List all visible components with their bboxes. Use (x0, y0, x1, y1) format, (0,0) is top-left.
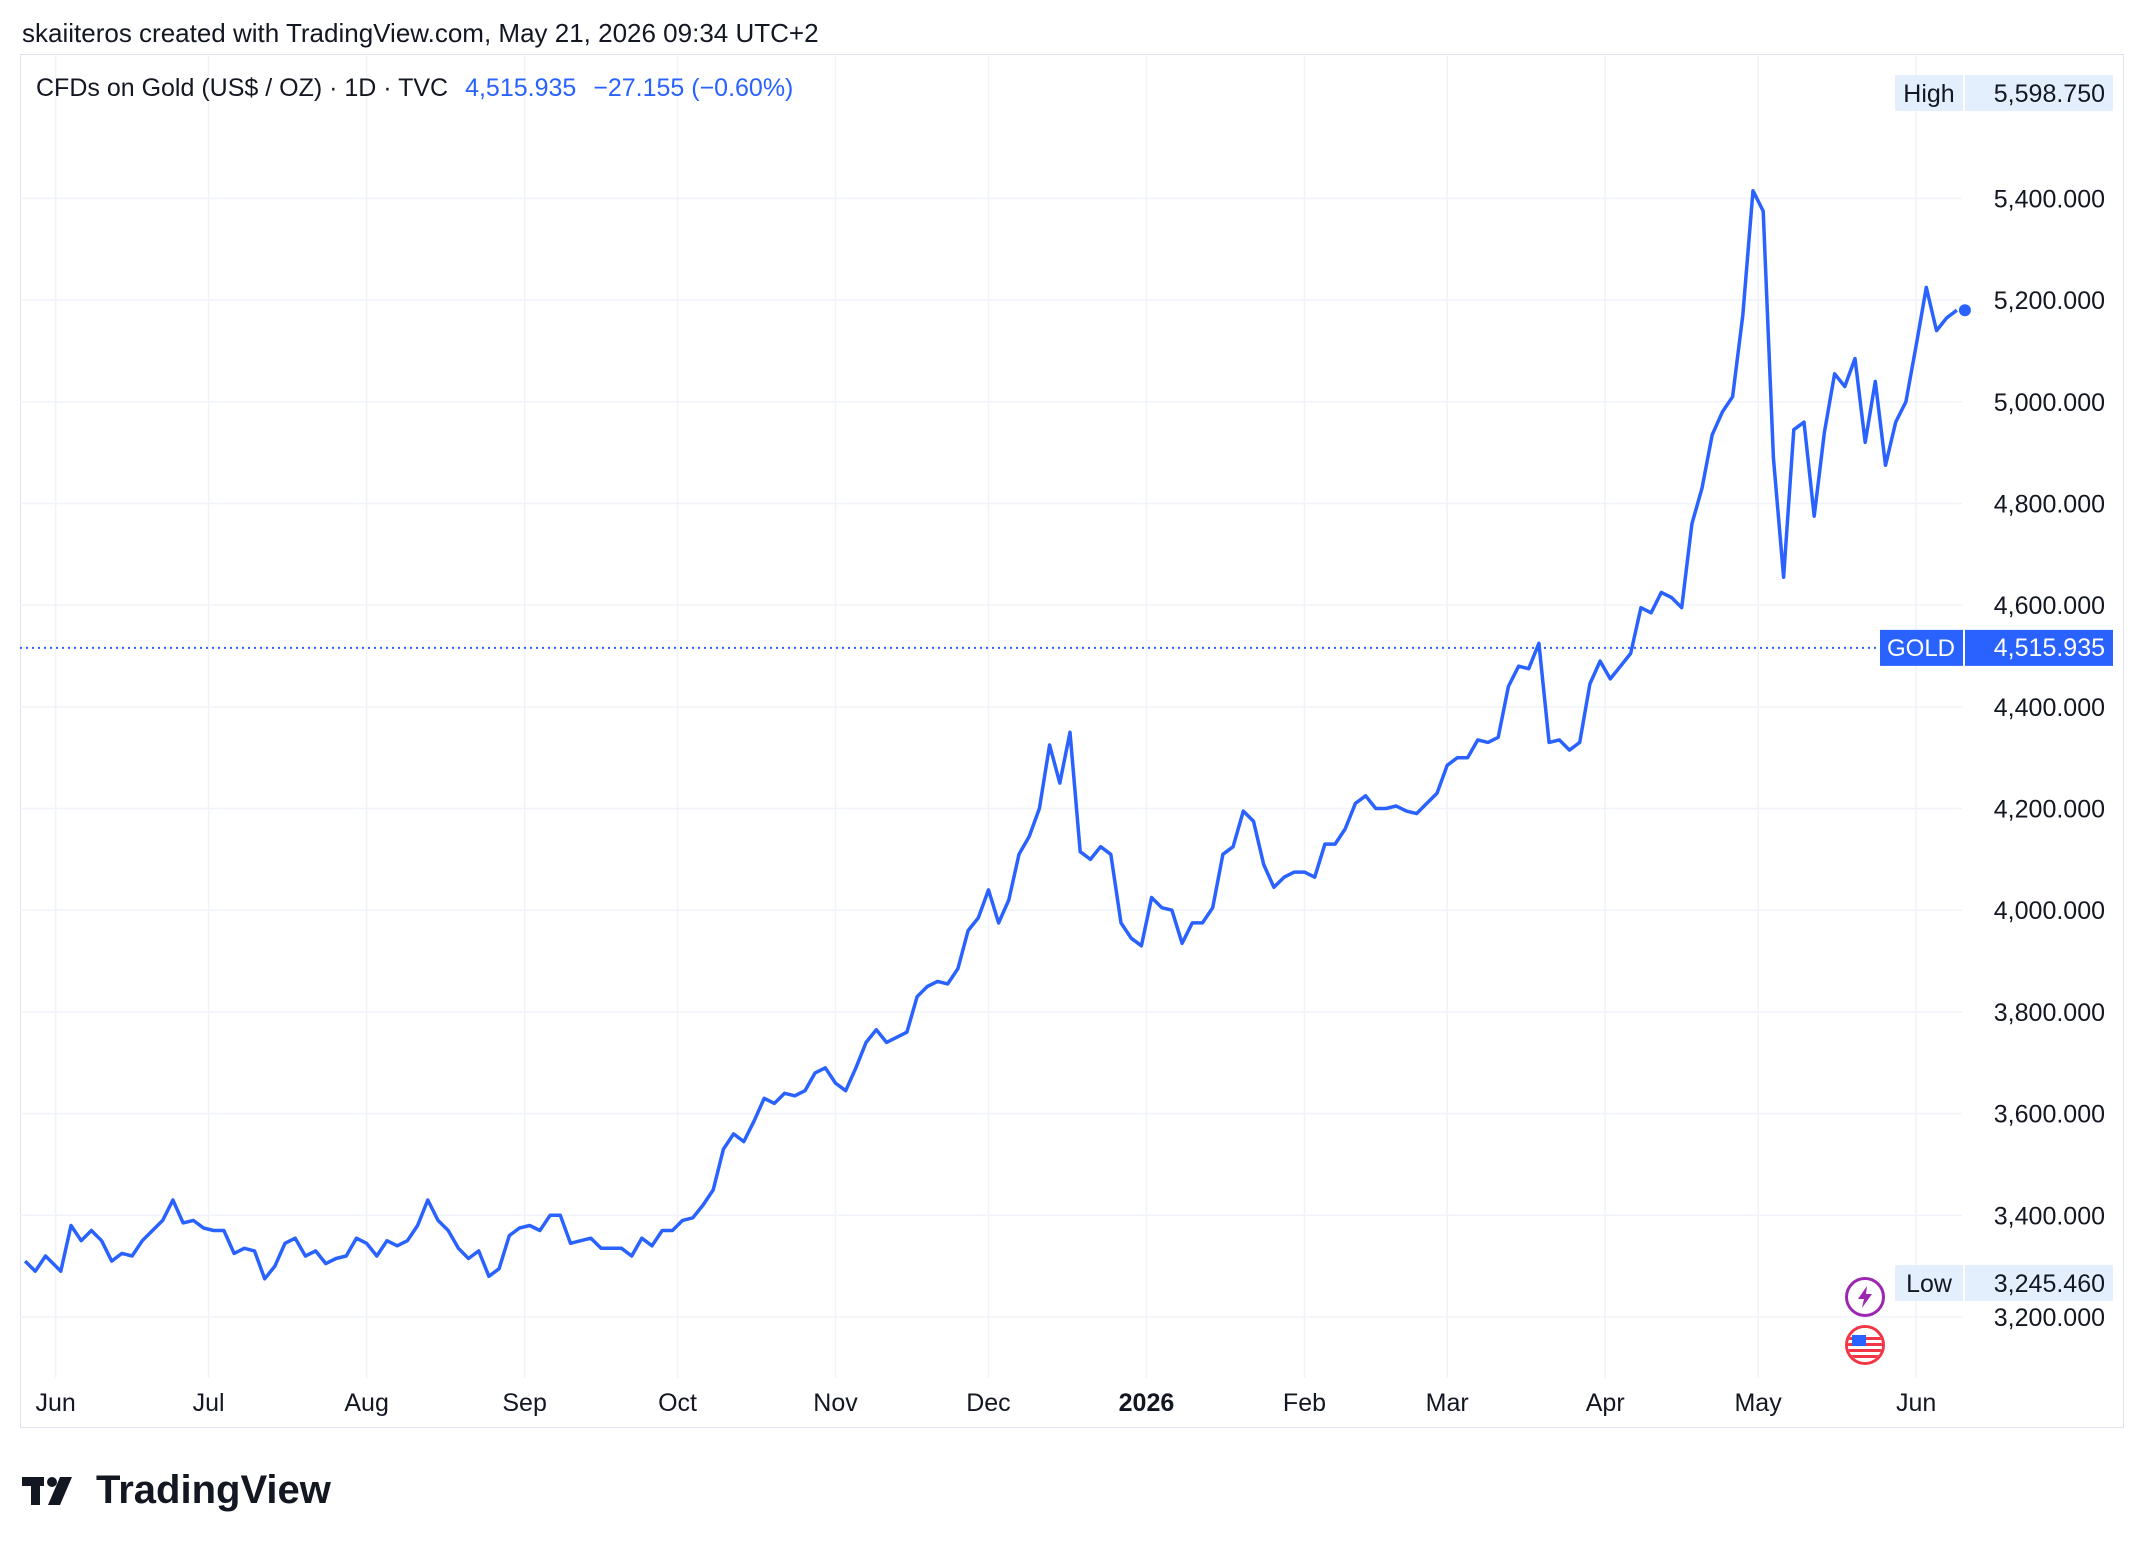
low-label: Low (1906, 1270, 1953, 1298)
y-tick-label: 3,600.000 (1994, 1101, 2105, 1129)
chart-legend: CFDs on Gold (US$ / OZ) · 1D · TVC 4,515… (36, 74, 793, 103)
x-tick-label: May (1734, 1389, 1782, 1417)
low-value: 3,245.460 (1994, 1270, 2105, 1298)
x-tick-label: Sep (502, 1389, 546, 1417)
x-tick-label: Jul (193, 1389, 225, 1417)
x-tick-label: Jun (1896, 1389, 1936, 1417)
last-price-tag: 4,515.935 (1994, 634, 2105, 662)
low-label-bg (1895, 1265, 1963, 1301)
y-tick-label: 5,200.000 (1994, 287, 2105, 315)
grid-lines (20, 56, 1962, 1378)
brand[interactable]: TradingView (22, 1468, 331, 1513)
high-label: High (1903, 80, 1954, 108)
x-tick-label: Apr (1586, 1389, 1625, 1417)
us-flag-icon[interactable] (1845, 1325, 1885, 1365)
x-tick-label: Feb (1283, 1389, 1326, 1417)
price-series (20, 188, 1971, 1281)
y-tick-label: 3,800.000 (1994, 999, 2105, 1027)
last-price-tag-bg (1965, 629, 2113, 666)
low-value-bg (1965, 1265, 2113, 1301)
x-axis: Jun Jul Aug Sep Oct Nov Dec 2026 Feb Mar Apr May Jun (36, 1389, 1937, 1417)
x-tick-label: Nov (813, 1389, 858, 1417)
y-tick-label: 4,200.000 (1994, 796, 2105, 824)
high-label-bg (1895, 75, 1963, 111)
x-tick-label: Dec (966, 1389, 1010, 1417)
x-tick-label: Mar (1426, 1389, 1469, 1417)
y-tick-label: 3,400.000 (1994, 1202, 2105, 1230)
y-tick-label: 5,000.000 (1994, 389, 2105, 417)
y-tick-label: 4,600.000 (1994, 592, 2105, 620)
y-axis: 3,200.000 3,400.000 3,600.000 3,800.000 4,00… (1994, 185, 2105, 1332)
y-tick-label: 4,400.000 (1994, 694, 2105, 722)
chart-frame[interactable] (20, 54, 2124, 1428)
symbol-tag-bg (1880, 629, 1963, 666)
x-tick-label: 2026 (1119, 1389, 1175, 1417)
symbol-tag: GOLD (1887, 635, 1955, 662)
y-tick-label: 3,200.000 (1994, 1304, 2105, 1332)
legend-symbol: CFDs on Gold (US$ / OZ) · 1D · TVC (36, 74, 449, 102)
price-line (23, 188, 1958, 1281)
price-labels: GOLD 4,515.935 High 5,598.750 Low 3,245.460 (1880, 75, 2113, 1301)
x-tick-label: Aug (344, 1389, 388, 1417)
legend-price: 4,515.935 (465, 74, 577, 102)
y-tick-label: 4,800.000 (1994, 490, 2105, 518)
y-tick-label: 4,000.000 (1994, 897, 2105, 925)
x-tick-label: Oct (658, 1389, 697, 1417)
tradingview-logo-icon (22, 1476, 72, 1505)
last-point-dot (1958, 304, 1971, 317)
legend-change: −27.155 (−0.60%) (593, 74, 794, 102)
flash-icon[interactable] (1845, 1277, 1885, 1317)
high-value-bg (1965, 75, 2113, 111)
x-tick-label: Jun (36, 1389, 76, 1417)
high-value: 5,598.750 (1994, 80, 2105, 108)
chart-caption: skaiiteros created with TradingView.com,… (22, 18, 819, 48)
y-tick-label: 5,400.000 (1994, 185, 2105, 213)
brand-name: TradingView (96, 1468, 331, 1512)
